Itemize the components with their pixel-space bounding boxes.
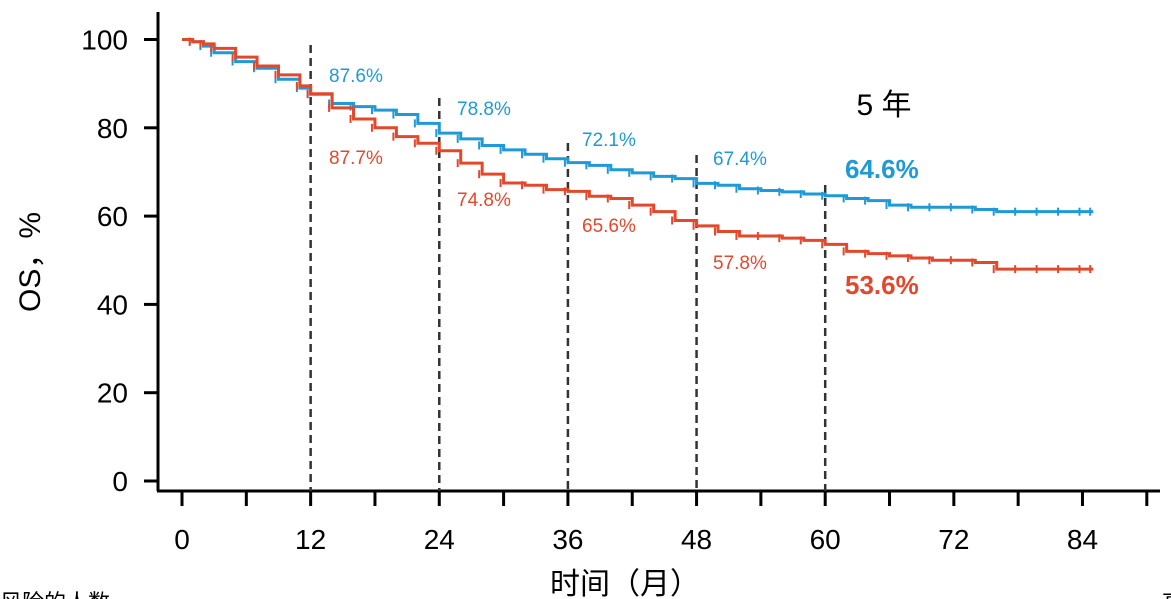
blue-landmark-label: 67.4% [713,149,767,170]
risk-table-label: 风险的人数 [0,590,110,599]
y-tick-label: 100 [81,25,128,56]
landmark-labels: 87.6% 78.8% 72.1% 67.4% 87.7% 74.8% 65.6% 57.8%… [329,66,919,300]
x-tick-label: 72 [938,524,969,555]
x-tick-label: 36 [552,524,583,555]
landmark-lines [309,45,827,491]
red-landmark-label: 87.7% [329,148,383,169]
x-axis-title: 时间（月） [550,568,700,599]
x-tick-label: 24 [424,524,455,555]
blue-landmark-label: 72.1% [582,130,636,151]
y-tick-label: 20 [97,378,128,409]
five-year-annotation: 5 年 [856,89,911,122]
x-tick-label: 48 [681,524,712,555]
risk-group-label: 高 [1162,590,1171,599]
survival-curve-red [182,38,1094,271]
y-axis-title: OS，% [14,212,47,312]
y-tick-label: 60 [97,201,128,232]
survival-curve-blue [182,38,1094,214]
y-tick-label: 0 [112,466,128,497]
x-tick-label: 84 [1067,524,1098,555]
blue-landmark-label: 87.6% [329,66,383,87]
red-landmark-label: 74.8% [457,190,511,211]
red-landmark-label: 57.8% [713,253,767,274]
blue-landmark-label: 78.8% [457,99,511,120]
x-tick-label: 0 [174,524,190,555]
x-tick-label: 60 [810,524,841,555]
y-tick-label: 40 [97,289,128,320]
y-tick-label: 80 [97,113,128,144]
red-five-year-label: 53.6% [845,270,919,300]
x-tick-label: 12 [295,524,326,555]
blue-five-year-label: 64.6% [845,154,919,184]
survival-curves [182,37,1094,274]
red-landmark-label: 65.6% [582,216,636,237]
axes: 0 20 40 60 80 100 0 12 24 36 48 60 72 84 [81,12,1160,555]
